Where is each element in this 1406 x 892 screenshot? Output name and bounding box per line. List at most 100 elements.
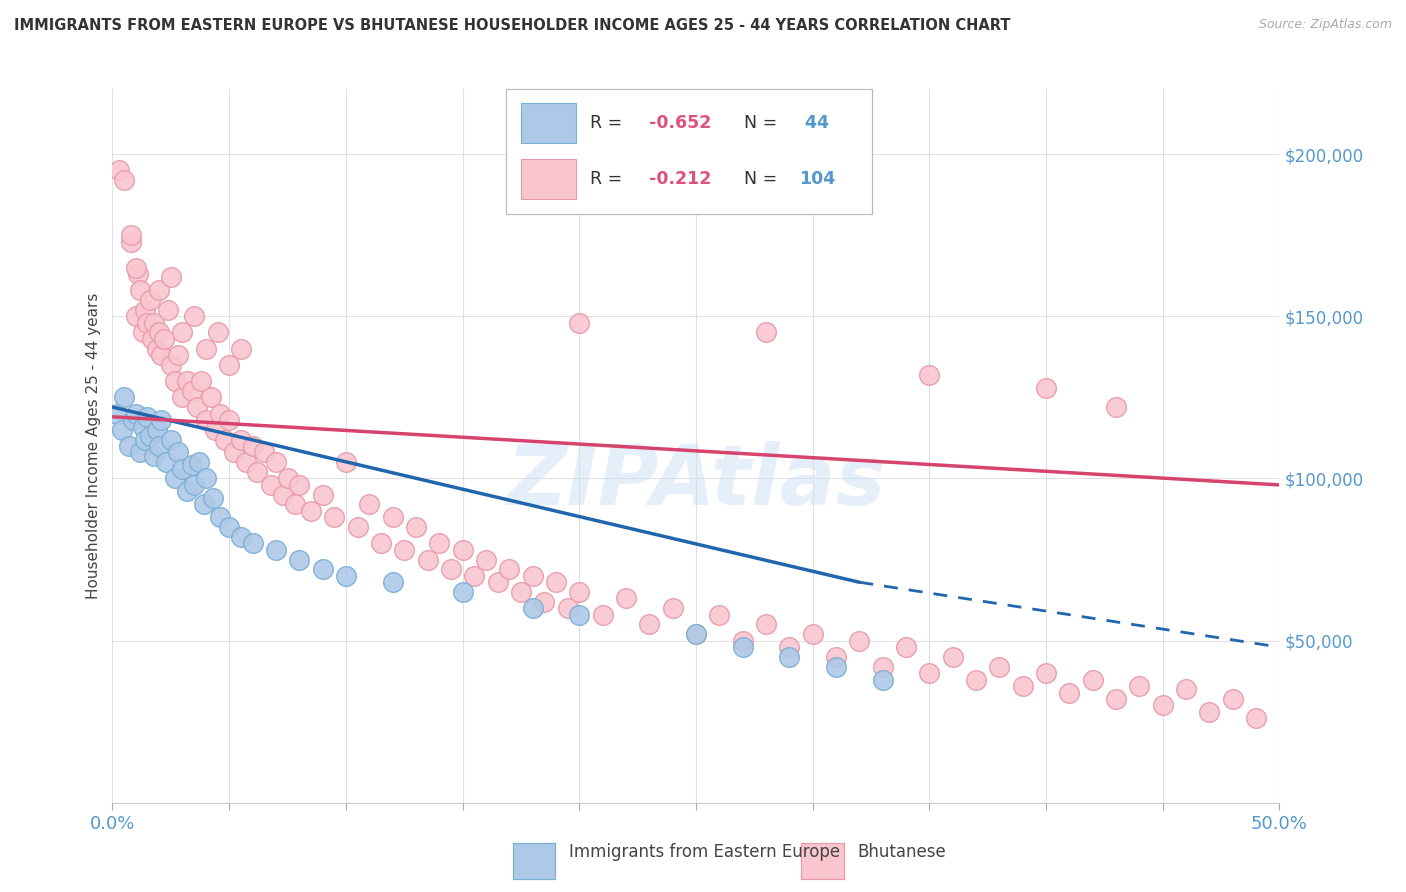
Point xyxy=(1035,381,1057,395)
Point xyxy=(918,368,941,382)
Text: Immigrants from Eastern Europe: Immigrants from Eastern Europe xyxy=(569,843,841,861)
Point xyxy=(180,384,202,398)
Point xyxy=(132,326,155,340)
Point xyxy=(139,429,162,443)
Text: Source: ZipAtlas.com: Source: ZipAtlas.com xyxy=(1258,18,1392,31)
Point xyxy=(346,520,368,534)
Point xyxy=(253,445,276,459)
Point xyxy=(533,595,555,609)
Point xyxy=(155,455,177,469)
FancyBboxPatch shape xyxy=(520,159,575,199)
Point xyxy=(112,173,135,187)
Point xyxy=(486,575,509,590)
Point xyxy=(1198,705,1220,719)
Text: N =: N = xyxy=(744,114,783,132)
Point xyxy=(755,617,778,632)
Point xyxy=(498,562,520,576)
Point xyxy=(172,461,194,475)
Point xyxy=(120,228,142,243)
Point xyxy=(129,283,152,297)
Point xyxy=(165,471,187,485)
Point xyxy=(146,423,169,437)
Point xyxy=(392,542,416,557)
Point xyxy=(370,536,392,550)
Point xyxy=(288,478,311,492)
Point xyxy=(160,433,183,447)
Point xyxy=(207,326,229,340)
Point xyxy=(299,504,322,518)
Point xyxy=(186,400,208,414)
Point xyxy=(229,530,252,544)
Point xyxy=(204,423,226,437)
Text: R =: R = xyxy=(591,114,628,132)
Point xyxy=(136,409,159,424)
Text: Bhutanese: Bhutanese xyxy=(858,843,946,861)
Point xyxy=(141,332,163,346)
Point xyxy=(150,348,173,362)
Point xyxy=(183,310,205,324)
Point xyxy=(146,342,169,356)
Point xyxy=(1244,711,1267,725)
Point xyxy=(193,497,215,511)
Point xyxy=(778,640,800,654)
Point xyxy=(214,433,236,447)
Point xyxy=(118,439,141,453)
Point xyxy=(405,520,427,534)
Point xyxy=(557,601,579,615)
Point xyxy=(731,633,754,648)
Point xyxy=(872,659,894,673)
Point xyxy=(1222,692,1244,706)
Point xyxy=(134,433,156,447)
Point xyxy=(311,488,333,502)
Point xyxy=(276,471,298,485)
Point xyxy=(685,627,707,641)
Point xyxy=(335,568,357,582)
Point xyxy=(129,445,152,459)
Text: IMMIGRANTS FROM EASTERN EUROPE VS BHUTANESE HOUSEHOLDER INCOME AGES 25 - 44 YEAR: IMMIGRANTS FROM EASTERN EUROPE VS BHUTAN… xyxy=(14,18,1011,33)
Point xyxy=(105,407,128,421)
Point xyxy=(638,617,661,632)
Point xyxy=(111,423,134,437)
Point xyxy=(108,163,131,178)
Point xyxy=(416,552,439,566)
Point xyxy=(568,316,591,330)
Point xyxy=(194,413,217,427)
Point xyxy=(148,326,170,340)
Point xyxy=(1011,679,1033,693)
Point xyxy=(592,607,614,622)
Point xyxy=(136,316,159,330)
Point xyxy=(825,649,848,664)
Point xyxy=(1105,692,1128,706)
Point xyxy=(194,471,217,485)
Point xyxy=(283,497,305,511)
Point xyxy=(172,390,194,404)
Point xyxy=(872,673,894,687)
Point xyxy=(427,536,450,550)
Point xyxy=(965,673,987,687)
Text: N =: N = xyxy=(744,170,783,188)
Point xyxy=(848,633,870,648)
Point xyxy=(544,575,567,590)
Point xyxy=(194,342,217,356)
Point xyxy=(271,488,294,502)
Point xyxy=(1128,679,1150,693)
Point xyxy=(180,458,202,473)
Point xyxy=(208,510,231,524)
Point xyxy=(201,491,224,505)
Point xyxy=(335,455,357,469)
Point xyxy=(139,293,162,307)
Point xyxy=(614,591,637,606)
Point xyxy=(894,640,917,654)
Point xyxy=(190,374,212,388)
Point xyxy=(148,439,170,453)
Point xyxy=(229,342,252,356)
Point xyxy=(176,484,198,499)
Point xyxy=(176,374,198,388)
Point xyxy=(522,568,544,582)
Point xyxy=(208,407,231,421)
Point xyxy=(143,449,166,463)
Point xyxy=(264,455,287,469)
Point xyxy=(475,552,498,566)
Point xyxy=(222,445,245,459)
Text: 104: 104 xyxy=(799,170,835,188)
